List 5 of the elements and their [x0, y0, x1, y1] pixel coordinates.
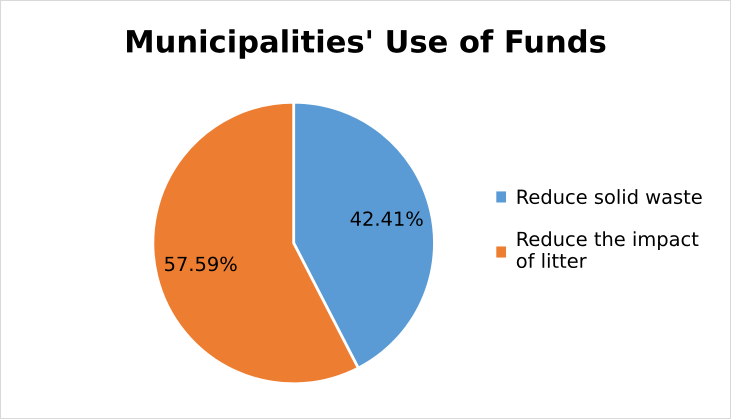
legend-label: Reduce solid waste: [518, 189, 702, 204]
data-label: 57.59%: [165, 256, 237, 272]
chart-title: Municipalities' Use of Funds: [127, 29, 606, 59]
data-label: 42.41%: [350, 211, 423, 226]
legend-label: Reduce the impact of litter: [516, 231, 698, 268]
